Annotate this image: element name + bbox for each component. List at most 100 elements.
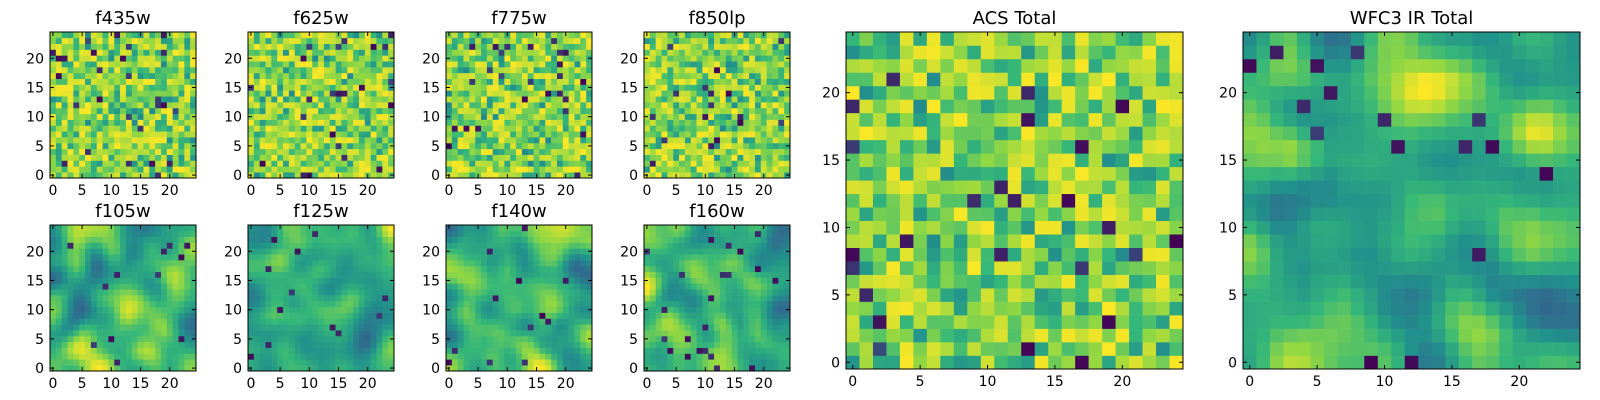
heatmap-cell [451, 154, 458, 161]
heatmap-cell [347, 96, 354, 103]
heatmap-cell [667, 125, 674, 132]
heatmap-cell [277, 265, 284, 273]
heatmap-cell [580, 72, 587, 80]
heatmap-cell [61, 295, 68, 302]
heatmap-cell [784, 160, 791, 167]
heatmap-cell [190, 271, 197, 278]
heatmap-cell [137, 148, 144, 155]
heatmap-cell [283, 137, 290, 144]
heatmap-cell [155, 306, 162, 313]
heatmap-cell [708, 359, 715, 366]
heatmap-cell [655, 154, 662, 161]
heatmap-cell [277, 119, 284, 126]
heatmap-cell [481, 107, 488, 115]
heatmap-cell [312, 318, 319, 325]
heatmap-cell [96, 265, 103, 273]
heatmap-cell [85, 43, 92, 50]
heatmap-cell [521, 84, 529, 91]
heatmap-cell [702, 78, 709, 85]
heatmap-cell [551, 32, 558, 39]
heatmap-cell [649, 283, 656, 290]
heatmap-cell [347, 335, 354, 343]
heatmap-cell [370, 318, 377, 325]
heatmap-cell [690, 142, 697, 150]
heatmap-cell [661, 67, 668, 74]
heatmap-cell [149, 225, 156, 232]
heatmap-cell [451, 295, 458, 302]
heatmap-cell [545, 306, 552, 313]
heatmap-cell [766, 154, 773, 161]
heatmap-cell [335, 72, 342, 80]
heatmap-cell [353, 306, 360, 313]
heatmap-cell [306, 318, 313, 325]
heatmap-cell [457, 32, 464, 39]
heatmap-cell [533, 107, 540, 115]
heatmap-cell [318, 306, 325, 313]
heatmap-cell [73, 43, 80, 50]
heatmap-cell [61, 306, 68, 313]
heatmap-cell [784, 61, 791, 68]
heatmap-cell [184, 341, 191, 348]
heatmap-cell [760, 359, 767, 366]
heatmap-cell [446, 67, 453, 74]
heatmap-cell [586, 96, 593, 103]
heatmap-cell [329, 242, 336, 249]
heatmap-cell [323, 283, 331, 290]
heatmap-cell [574, 137, 581, 144]
heatmap-cell [527, 318, 534, 325]
heatmap-cell [288, 166, 296, 173]
heatmap-cell [545, 37, 552, 44]
heatmap-cell [312, 324, 319, 331]
heatmap-cell [690, 32, 697, 39]
heatmap-cell [754, 131, 762, 138]
heatmap-cell [719, 172, 727, 179]
heatmap-cell [149, 113, 156, 120]
heatmap-cell [457, 341, 464, 348]
heatmap-cell [504, 78, 511, 85]
heatmap-cell [708, 154, 715, 161]
heatmap-cell [79, 37, 86, 44]
heatmap-cell [778, 359, 785, 366]
heatmap-cell [498, 260, 505, 267]
heatmap-cell [521, 166, 529, 173]
heatmap-cell [96, 43, 103, 50]
heatmap-cell [521, 148, 529, 155]
heatmap-cell [306, 230, 313, 237]
heatmap-cell [760, 283, 767, 290]
heatmap-cell [725, 102, 732, 109]
x-tick-label: 0 [642, 183, 651, 199]
heatmap-cell [114, 137, 121, 144]
heatmap-cell [73, 295, 80, 302]
heatmap-cell [580, 154, 587, 161]
heatmap-cell [679, 300, 686, 308]
heatmap-cell [388, 324, 395, 331]
heatmap-cell [451, 347, 458, 354]
heatmap-cell [475, 236, 482, 243]
heatmap-cell [184, 119, 191, 126]
heatmap-cell [271, 102, 278, 109]
heatmap-cell [283, 96, 290, 103]
heatmap-cell [684, 61, 692, 68]
heatmap-cell [382, 90, 389, 97]
heatmap-cell [521, 359, 529, 366]
heatmap-cell [743, 96, 750, 103]
heatmap-cell [253, 230, 260, 237]
heatmap-cell [457, 283, 464, 290]
heatmap-cell [364, 61, 371, 68]
heatmap-cell [347, 365, 354, 372]
heatmap-cell [73, 236, 80, 243]
heatmap-cell [277, 254, 284, 261]
heatmap-cell [294, 172, 301, 179]
heatmap-cell [749, 102, 756, 109]
heatmap-cell [96, 353, 103, 360]
heatmap-cell [533, 137, 540, 144]
heatmap-cell [96, 160, 103, 167]
heatmap-cell [329, 260, 336, 267]
heatmap-cell [90, 335, 98, 343]
heatmap-cell [102, 61, 109, 68]
heatmap-cell [516, 359, 523, 366]
heatmap-cell [644, 312, 651, 319]
heatmap-cell [545, 61, 552, 68]
heatmap-cell [55, 283, 62, 290]
